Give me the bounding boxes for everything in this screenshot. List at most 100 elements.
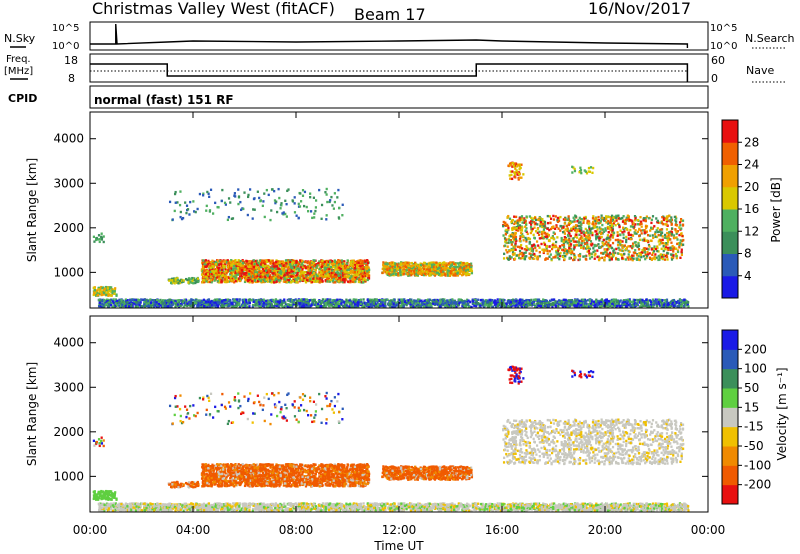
power-cell bbox=[149, 298, 152, 301]
power-cell bbox=[255, 275, 258, 278]
power-cell bbox=[237, 268, 240, 271]
power-cell bbox=[275, 265, 279, 268]
power-cell bbox=[295, 263, 298, 267]
power-cell bbox=[626, 298, 630, 301]
power-cell bbox=[683, 304, 686, 308]
power-cell bbox=[416, 301, 420, 304]
power-cell bbox=[252, 269, 255, 272]
power-cell bbox=[326, 280, 329, 283]
power-cell bbox=[136, 298, 139, 302]
power-cell bbox=[461, 301, 464, 304]
power-cell bbox=[230, 274, 233, 278]
power-cell bbox=[361, 269, 364, 273]
power-cell bbox=[606, 303, 609, 306]
power-cell bbox=[263, 271, 266, 274]
power-cell bbox=[213, 279, 216, 282]
power-cell bbox=[497, 302, 500, 306]
power-cell bbox=[351, 275, 355, 278]
power-cell bbox=[188, 301, 192, 304]
power-cell bbox=[177, 299, 180, 302]
power-cell bbox=[530, 303, 533, 307]
power-cell bbox=[469, 300, 472, 304]
power-cell bbox=[264, 261, 267, 264]
power-cell bbox=[240, 266, 243, 270]
power-cell bbox=[418, 303, 421, 306]
power-cell bbox=[327, 270, 330, 274]
power-cell bbox=[242, 304, 245, 307]
power-cell bbox=[211, 262, 215, 266]
power-cell bbox=[225, 277, 228, 281]
power-cell bbox=[324, 273, 327, 277]
power-cell bbox=[283, 279, 286, 283]
power-cell bbox=[341, 262, 344, 265]
power-cell bbox=[615, 301, 618, 304]
power-cell bbox=[211, 265, 214, 268]
power-cell bbox=[525, 298, 528, 302]
power-cell bbox=[336, 301, 339, 305]
power-cell bbox=[325, 275, 328, 278]
power-cell bbox=[221, 303, 224, 307]
power-cell bbox=[344, 272, 347, 275]
power-cell bbox=[281, 272, 284, 275]
power-cell bbox=[599, 299, 602, 302]
power-cell bbox=[305, 298, 309, 301]
power-cell bbox=[314, 301, 318, 304]
power-cell bbox=[445, 301, 448, 305]
power-cell bbox=[338, 276, 341, 279]
power-cell bbox=[551, 305, 554, 308]
power-cell bbox=[138, 303, 141, 307]
power-cell bbox=[145, 299, 148, 302]
power-cell bbox=[202, 275, 205, 278]
power-cell bbox=[282, 261, 286, 265]
power-cell bbox=[646, 305, 649, 309]
power-cell bbox=[238, 279, 242, 283]
power-cell bbox=[261, 270, 264, 274]
power-cell bbox=[114, 298, 117, 301]
power-cell bbox=[528, 301, 531, 304]
power-cell bbox=[449, 305, 452, 309]
power-cell bbox=[671, 302, 674, 306]
power-cell bbox=[274, 300, 278, 303]
power-cell bbox=[253, 279, 256, 282]
power-cell bbox=[174, 300, 177, 303]
power-cell bbox=[607, 299, 610, 303]
n-search-tick-low: 10^0 bbox=[710, 41, 737, 52]
power-cell bbox=[208, 305, 211, 308]
power-cell bbox=[285, 262, 288, 265]
power-cell bbox=[642, 304, 645, 308]
power-cell bbox=[249, 263, 252, 267]
power-cell bbox=[348, 271, 351, 274]
power-cell bbox=[349, 279, 352, 283]
power-cell bbox=[324, 303, 328, 307]
power-cell bbox=[312, 275, 315, 278]
power-cell bbox=[403, 298, 406, 301]
power-cell bbox=[375, 298, 378, 302]
power-cell bbox=[618, 304, 621, 308]
power-cell bbox=[225, 261, 228, 264]
power-cell bbox=[352, 263, 355, 266]
power-cell bbox=[353, 261, 357, 265]
power-cell bbox=[359, 278, 362, 281]
power-cell bbox=[166, 302, 169, 306]
power-cell bbox=[345, 298, 348, 301]
power-cell bbox=[542, 302, 545, 305]
power-cell bbox=[362, 273, 366, 277]
power-cell bbox=[263, 305, 266, 308]
power-cell bbox=[262, 301, 266, 305]
power-cell bbox=[228, 280, 231, 283]
power-cell bbox=[165, 302, 168, 305]
power-cell bbox=[202, 262, 205, 265]
power-cell bbox=[624, 300, 627, 304]
power-cell bbox=[325, 261, 328, 264]
power-cell bbox=[308, 299, 312, 302]
power-cell bbox=[593, 303, 597, 306]
power-cell bbox=[281, 305, 284, 308]
power-cell bbox=[272, 276, 275, 280]
power-cell bbox=[305, 305, 309, 309]
power-cell bbox=[667, 304, 671, 307]
freq-unit-label: [MHz] bbox=[4, 66, 33, 77]
power-cell bbox=[188, 299, 191, 302]
power-cell bbox=[366, 298, 369, 302]
power-cell bbox=[671, 301, 675, 304]
power-cell bbox=[234, 267, 237, 270]
